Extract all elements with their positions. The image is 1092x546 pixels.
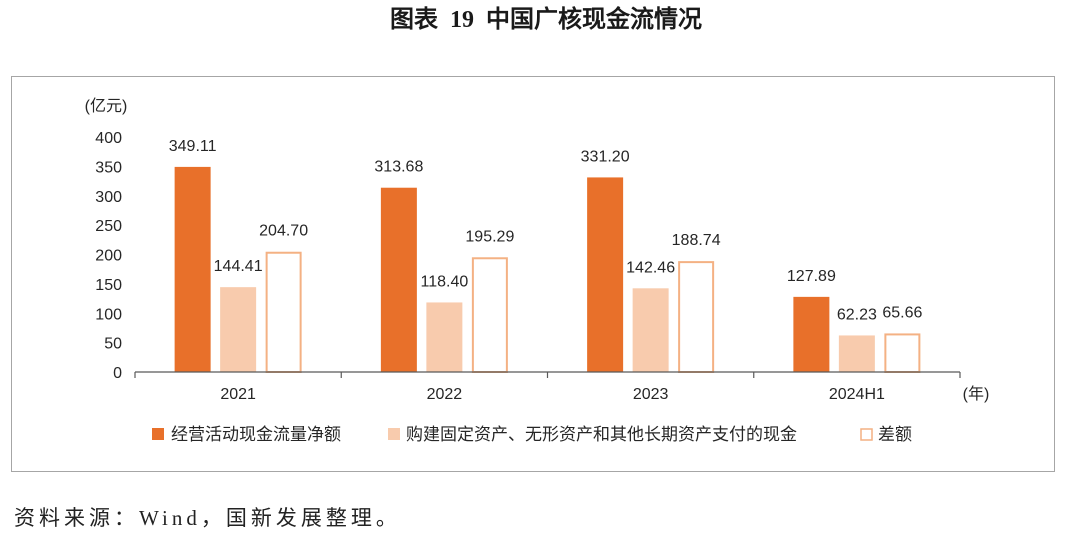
legend-item-operating-cash-flow: 经营活动现金流量净额 [152, 425, 341, 444]
y-tick-label: 250 [95, 218, 122, 235]
data-label: 65.66 [882, 304, 922, 321]
bar [220, 287, 257, 372]
bar [265, 251, 302, 374]
legend-swatch [152, 428, 164, 440]
data-label: 204.70 [259, 223, 308, 240]
data-label: 331.20 [581, 148, 630, 165]
plot-area: 0 50 100 150 200 250 300 350 400 349.11 144.41 204.… [95, 130, 961, 403]
data-label: 195.29 [465, 228, 514, 245]
bar [174, 166, 211, 372]
y-tick-label: 350 [95, 159, 122, 176]
x-tick-label: 2023 [633, 386, 669, 403]
bar [884, 333, 921, 373]
legend-swatch [388, 428, 400, 440]
bar [380, 187, 417, 372]
bar [471, 257, 508, 373]
source-note: 资料来源：Wind，国新发展整理。 [14, 506, 401, 530]
data-label: 188.74 [672, 232, 721, 249]
data-label: 349.11 [169, 138, 217, 155]
legend-item-capex-payments: 购建固定资产、无形资产和其他长期资产支付的现金 [388, 425, 797, 444]
data-label: 62.23 [837, 306, 877, 323]
legend-swatch [860, 428, 873, 441]
bar [587, 177, 624, 372]
x-tick-label: 2021 [220, 386, 256, 403]
y-tick-label: 100 [95, 306, 122, 323]
data-label: 313.68 [374, 159, 423, 176]
bar [678, 261, 715, 374]
bar [632, 288, 669, 372]
data-label: 144.41 [214, 258, 263, 275]
y-tick-label: 150 [95, 277, 122, 294]
data-label: 127.89 [787, 268, 836, 285]
data-label: 118.40 [421, 273, 469, 290]
legend-item-difference: 差额 [860, 425, 912, 444]
figure-title: 图表 19 中国广核现金流情况 [390, 5, 702, 33]
legend-label: 购建固定资产、无形资产和其他长期资产支付的现金 [406, 425, 797, 444]
data-label: 142.46 [626, 259, 675, 276]
y-tick-label: 0 [113, 365, 122, 382]
chart-frame [11, 76, 1055, 472]
y-tick-label: 50 [104, 336, 122, 353]
bar [426, 302, 463, 372]
y-tick-label: 300 [95, 189, 122, 206]
y-tick-label: 200 [95, 248, 122, 265]
x-tick-label: 2022 [427, 386, 463, 403]
bar [838, 335, 875, 372]
bar [793, 296, 830, 372]
legend: 经营活动现金流量净额 购建固定资产、无形资产和其他长期资产支付的现金 差额 [152, 425, 912, 444]
x-tick-label: 2024H1 [829, 386, 885, 403]
y-axis-unit-label: (亿元) [85, 97, 128, 115]
y-tick-label: 400 [95, 130, 122, 147]
legend-label: 差额 [878, 425, 912, 444]
x-axis-unit-label: (年) [963, 385, 990, 403]
legend-label: 经营活动现金流量净额 [171, 425, 341, 444]
